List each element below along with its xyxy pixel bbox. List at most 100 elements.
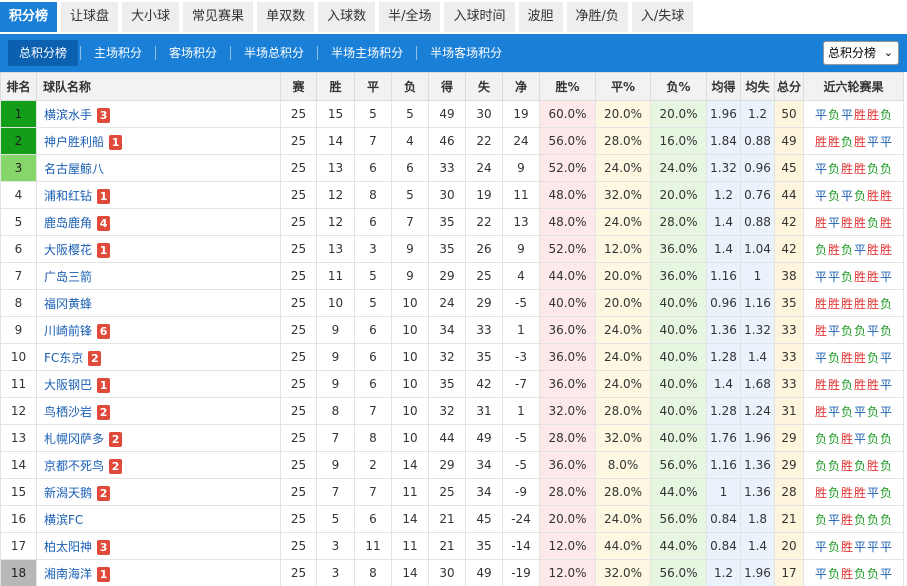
recent-results-cell: 胜胜负胜胜平 xyxy=(803,370,904,398)
recent-result: 平 xyxy=(867,323,880,338)
team-link[interactable]: 新潟天鹅 xyxy=(44,485,93,500)
team-link[interactable]: 湘南海洋 xyxy=(44,566,93,581)
subtab-4[interactable]: 半场主场积分 xyxy=(331,46,404,60)
team-cell: 浦和红钻 1 xyxy=(36,181,281,209)
winp-cell: 36.0% xyxy=(539,370,596,398)
subtab-0[interactable]: 总积分榜 xyxy=(8,40,79,66)
standing-type-select[interactable]: 总积分榜 ⌄ xyxy=(823,41,899,65)
winp-cell: 12.0% xyxy=(539,559,596,586)
win-cell: 3 xyxy=(316,532,355,560)
subtab-3[interactable]: 半场总积分 xyxy=(244,46,305,60)
card-badge: 1 xyxy=(97,377,111,393)
team-link[interactable]: 川崎前锋 xyxy=(44,323,93,338)
rank-cell: 12 xyxy=(0,397,37,425)
tab-8[interactable]: 波胆 xyxy=(518,2,563,32)
recent-result: 胜 xyxy=(840,458,853,473)
subtab-2[interactable]: 客场积分 xyxy=(169,46,218,60)
team-link[interactable]: FC东京 xyxy=(44,350,84,365)
subtab-5[interactable]: 半场客场积分 xyxy=(430,46,503,60)
tab-5[interactable]: 入球数 xyxy=(318,2,376,32)
tab-2[interactable]: 大小球 xyxy=(122,2,180,32)
team-link[interactable]: 广岛三箭 xyxy=(44,269,93,284)
tab-9[interactable]: 净胜/负 xyxy=(566,2,628,32)
recent-result: 胜 xyxy=(840,296,853,311)
gd-cell: -14 xyxy=(502,532,540,560)
avg_ga-cell: 1.68 xyxy=(740,370,775,398)
win-cell: 14 xyxy=(316,127,355,155)
avg_gf-cell: 1.4 xyxy=(706,208,741,236)
recent-result: 负 xyxy=(814,242,827,257)
played-cell: 25 xyxy=(280,127,317,155)
subtab-1[interactable]: 主场积分 xyxy=(94,46,143,60)
tab-0[interactable]: 积分榜 xyxy=(0,2,58,32)
team-link[interactable]: 福冈黄蜂 xyxy=(44,296,93,311)
table-row: 3 名古屋鲸八 25 13 6 6 33 24 9 52.0% 24.0% 24.0% 1.32 0.96… xyxy=(0,154,904,182)
rank-cell: 15 xyxy=(0,478,37,506)
gf-cell: 35 xyxy=(428,235,466,263)
recent-result: 胜 xyxy=(814,134,827,149)
tab-4[interactable]: 单双数 xyxy=(257,2,315,32)
win-cell: 12 xyxy=(316,181,355,209)
avg_gf-cell: 0.84 xyxy=(706,532,741,560)
card-badge: 2 xyxy=(97,404,111,420)
team-cell: 新潟天鹅 2 xyxy=(36,478,281,506)
ga-cell: 29 xyxy=(465,289,503,317)
recent-result: 胜 xyxy=(814,377,827,392)
recent-result: 胜 xyxy=(867,377,880,392)
team-link[interactable]: 京都不死鸟 xyxy=(44,458,105,473)
recent-result: 平 xyxy=(827,215,840,230)
team-link[interactable]: 大阪钢巴 xyxy=(44,377,93,392)
win-cell: 9 xyxy=(316,316,355,344)
tab-7[interactable]: 入球时间 xyxy=(444,2,515,32)
tab-10[interactable]: 入/失球 xyxy=(631,2,694,32)
team-link[interactable]: 柏太阳神 xyxy=(44,539,93,554)
team-link[interactable]: 横滨FC xyxy=(44,512,84,527)
recent-result: 负 xyxy=(880,296,893,311)
gd-cell: -24 xyxy=(502,505,540,533)
recent-result: 平 xyxy=(854,431,867,446)
ga-cell: 22 xyxy=(465,208,503,236)
table-row: 14 京都不死鸟 2 25 9 2 14 29 34 -5 36.0% 8.0% 56.0% 1.16 1.… xyxy=(0,451,904,479)
team-cell: 广岛三箭 xyxy=(36,262,281,290)
team-link[interactable]: 横滨水手 xyxy=(44,107,93,122)
played-cell: 25 xyxy=(280,289,317,317)
recent-result: 胜 xyxy=(840,566,853,581)
header-loss: 负 xyxy=(391,72,429,101)
avg_ga-cell: 0.96 xyxy=(740,154,775,182)
team-link[interactable]: 札幌冈萨多 xyxy=(44,431,105,446)
drawp-cell: 24.0% xyxy=(595,343,651,371)
draw-cell: 5 xyxy=(354,289,392,317)
avg_gf-cell: 1.28 xyxy=(706,343,741,371)
team-cell: 鸟栖沙岩 2 xyxy=(36,397,281,425)
team-link[interactable]: 名古屋鲸八 xyxy=(44,161,105,176)
recent-result: 胜 xyxy=(867,296,880,311)
recent-result: 负 xyxy=(880,431,893,446)
subtab-divider xyxy=(230,46,232,60)
team-link[interactable]: 浦和红钻 xyxy=(44,188,93,203)
win-cell: 11 xyxy=(316,262,355,290)
recent-result: 负 xyxy=(880,485,893,500)
gd-cell: 13 xyxy=(502,208,540,236)
avg_gf-cell: 1.96 xyxy=(706,100,741,128)
tab-3[interactable]: 常见赛果 xyxy=(183,2,254,32)
recent-result: 负 xyxy=(827,350,840,365)
lossp-cell: 44.0% xyxy=(650,532,707,560)
recent-result: 负 xyxy=(840,269,853,284)
tab-1[interactable]: 让球盘 xyxy=(61,2,119,32)
card-badge: 3 xyxy=(97,539,111,555)
winp-cell: 12.0% xyxy=(539,532,596,560)
team-link[interactable]: 鹿岛鹿角 xyxy=(44,215,93,230)
ga-cell: 45 xyxy=(465,505,503,533)
team-link[interactable]: 鸟栖沙岩 xyxy=(44,404,93,419)
team-link[interactable]: 神户胜利船 xyxy=(44,134,105,149)
recent-result: 胜 xyxy=(814,296,827,311)
recent-result: 胜 xyxy=(827,242,840,257)
draw-cell: 3 xyxy=(354,235,392,263)
draw-cell: 5 xyxy=(354,262,392,290)
draw-cell: 6 xyxy=(354,154,392,182)
header-played: 赛 xyxy=(280,72,317,101)
ga-cell: 19 xyxy=(465,181,503,209)
recent-results-cell: 胜平负平负平 xyxy=(803,397,904,425)
team-link[interactable]: 大阪樱花 xyxy=(44,242,93,257)
tab-6[interactable]: 半/全场 xyxy=(379,2,441,32)
